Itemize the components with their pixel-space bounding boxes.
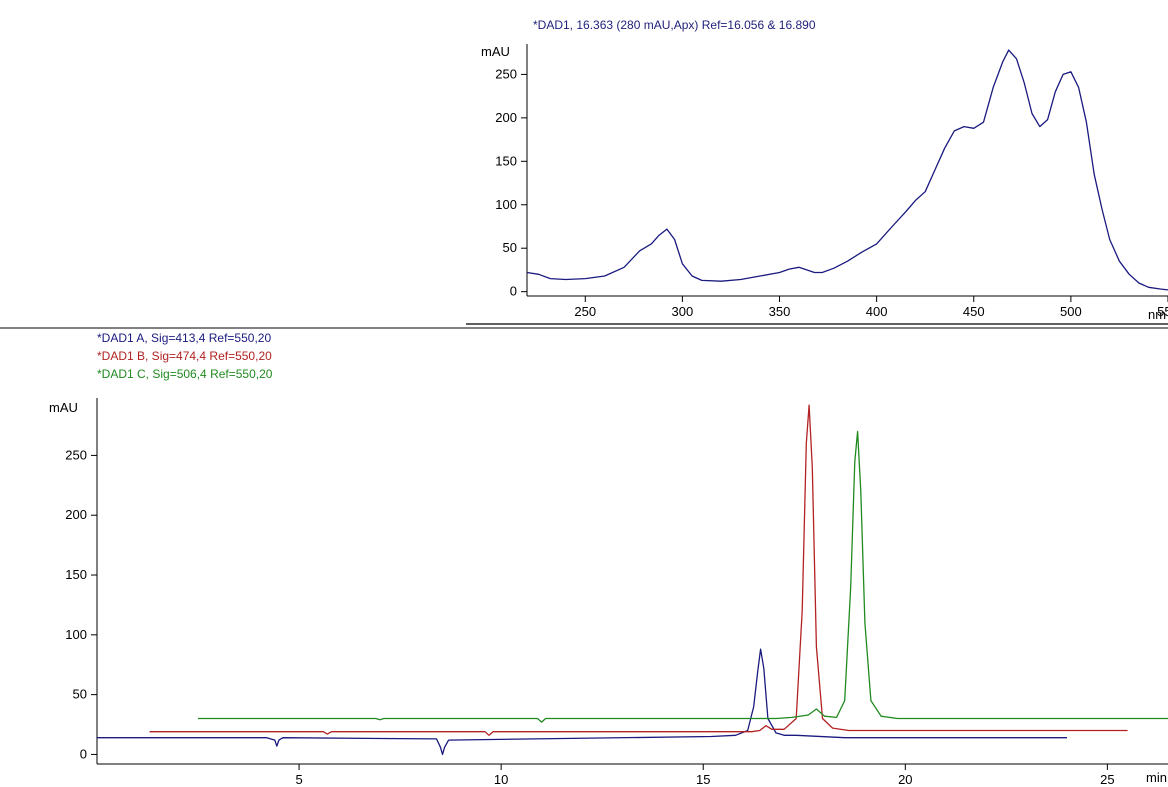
uv-spectrum-panel: *DAD1, 16.363 (280 mAU,Apx) Ref=16.056 &… <box>466 18 1168 325</box>
spectrum-x-tick-label: 250 <box>574 304 596 319</box>
spectrum-x-tick-label: 500 <box>1060 304 1082 319</box>
spectrum-y-unit-label: mAU <box>481 44 510 59</box>
spectrum-y-tick-label: 0 <box>510 284 517 299</box>
legend-entry-dad1-b: *DAD1 B, Sig=474,4 Ref=550,20 <box>97 349 272 363</box>
chromatogram-x-tick-label: 10 <box>494 772 508 787</box>
spectrum-y-tick-label: 150 <box>495 153 517 168</box>
chromatogram-x-tick-label: 15 <box>696 772 710 787</box>
chromatogram-y-tick-label: 200 <box>65 507 87 522</box>
chromatogram-x-tick-label: 5 <box>295 772 302 787</box>
chromatogram-y-tick-label: 250 <box>65 447 87 462</box>
spectrum-y-tick-label: 100 <box>495 197 517 212</box>
legend-entry-dad1-c: *DAD1 C, Sig=506,4 Ref=550,20 <box>97 367 273 381</box>
spectrum-x-tick-label: 350 <box>769 304 791 319</box>
chromatogram-series-line-1 <box>97 648 1067 756</box>
spectrum-series-line-1 <box>526 49 1168 291</box>
chromatogram-x-tick-label: 25 <box>1100 772 1114 787</box>
spectrum-title: *DAD1, 16.363 (280 mAU,Apx) Ref=16.056 &… <box>533 18 816 32</box>
chromatogram-panel: *DAD1 A, Sig=413,4 Ref=550,20 *DAD1 B, S… <box>49 331 1168 787</box>
chromatogram-series-line-2 <box>149 404 1128 736</box>
chromatogram-y-tick-label: 0 <box>80 746 87 761</box>
chromatogram-y-unit-label: mAU <box>49 400 78 415</box>
chromatogram-y-tick-label: 150 <box>65 567 87 582</box>
chromatogram-y-tick-label: 100 <box>65 627 87 642</box>
chromatogram-x-tick-label: 20 <box>898 772 912 787</box>
spectrum-x-unit-label: nm <box>1148 307 1166 322</box>
spectrum-x-tick-label: 400 <box>866 304 888 319</box>
spectrum-y-tick-label: 50 <box>503 240 517 255</box>
spectrum-y-tick-label: 250 <box>495 66 517 81</box>
spectrum-x-tick-label: 550 <box>1157 304 1168 319</box>
spectrum-x-tick-label: 300 <box>672 304 694 319</box>
chromatogram-series-line-3 <box>198 430 1168 723</box>
spectrum-x-tick-label: 450 <box>963 304 985 319</box>
chromatogram-x-unit-label: min <box>1146 770 1167 785</box>
spectrum-y-tick-label: 200 <box>495 110 517 125</box>
legend-entry-dad1-a: *DAD1 A, Sig=413,4 Ref=550,20 <box>97 331 271 345</box>
chromatogram-y-tick-label: 50 <box>73 687 87 702</box>
